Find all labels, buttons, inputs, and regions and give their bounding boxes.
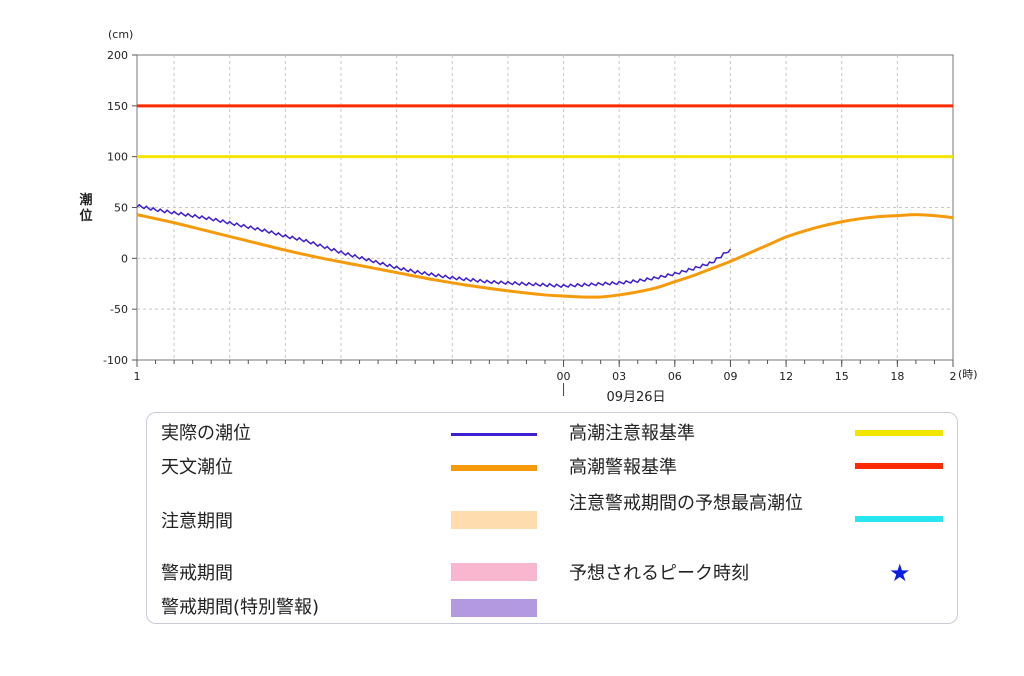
legend-label-astronomical-tide: 天文潮位: [161, 457, 233, 478]
x-tick-label: 15: [835, 370, 849, 383]
y-tick-label: 200: [107, 49, 128, 62]
y-tick-label: 100: [107, 151, 128, 164]
x-tick-label: 18: [890, 370, 904, 383]
legend-label-actual-tide: 実際の潮位: [161, 423, 251, 444]
legend-swatch-astronomical-tide: [451, 465, 537, 471]
legend-label-special-warning-period: 警戒期間(特別警報): [161, 597, 320, 618]
legend-label-caution-standard: 高潮注意報基準: [569, 423, 695, 444]
x-tick-label: 2: [950, 370, 957, 383]
series-line-astronomical: [136, 213, 954, 299]
y-axis-label: 潮位: [79, 193, 93, 224]
legend-swatch-warning-period: [451, 563, 537, 581]
x-tick-label: 06: [668, 370, 682, 383]
legend-swatch-actual-tide: [451, 433, 537, 436]
legend-swatch-caution-standard: [855, 430, 943, 436]
legend-label-caution-period: 注意期間: [161, 511, 233, 532]
x-tick-label: 12: [779, 370, 793, 383]
star-icon: ★: [889, 559, 911, 587]
x-tick-label: 00: [557, 370, 571, 383]
legend-swatch-caution-period: [451, 511, 537, 529]
legend-label-warning-standard: 高潮警報基準: [569, 457, 677, 478]
legend-label-predicted-max-tide: 注意警戒期間の予想最高潮位: [569, 493, 803, 514]
legend-label-peak-time: 予想されるピーク時刻: [569, 563, 749, 584]
legend-label-warning-period: 警戒期間: [161, 563, 233, 584]
y-tick-label: -50: [110, 303, 128, 316]
x-unit-label: (時): [958, 368, 978, 381]
x-tick-label: 1: [134, 370, 141, 383]
legend-swatch-predicted-max-tide: [855, 516, 943, 522]
legend: 実際の潮位 天文潮位 注意期間 警戒期間 警戒期間(特別警報) 高潮注意報基準 …: [146, 412, 958, 624]
legend-swatch-warning-standard: [855, 463, 943, 469]
y-tick-label: 150: [107, 100, 128, 113]
x-tick-label: 09: [723, 370, 737, 383]
legend-swatch-special-warning-period: [451, 599, 537, 617]
series-line-observed: [136, 203, 732, 289]
y-tick-label: -100: [103, 354, 128, 367]
y-tick-label: 50: [114, 202, 128, 215]
x-tick-label: 03: [612, 370, 626, 383]
y-unit-label: (cm): [108, 28, 134, 41]
y-tick-label: 0: [121, 252, 128, 265]
date-label: 09月26日: [606, 390, 666, 405]
